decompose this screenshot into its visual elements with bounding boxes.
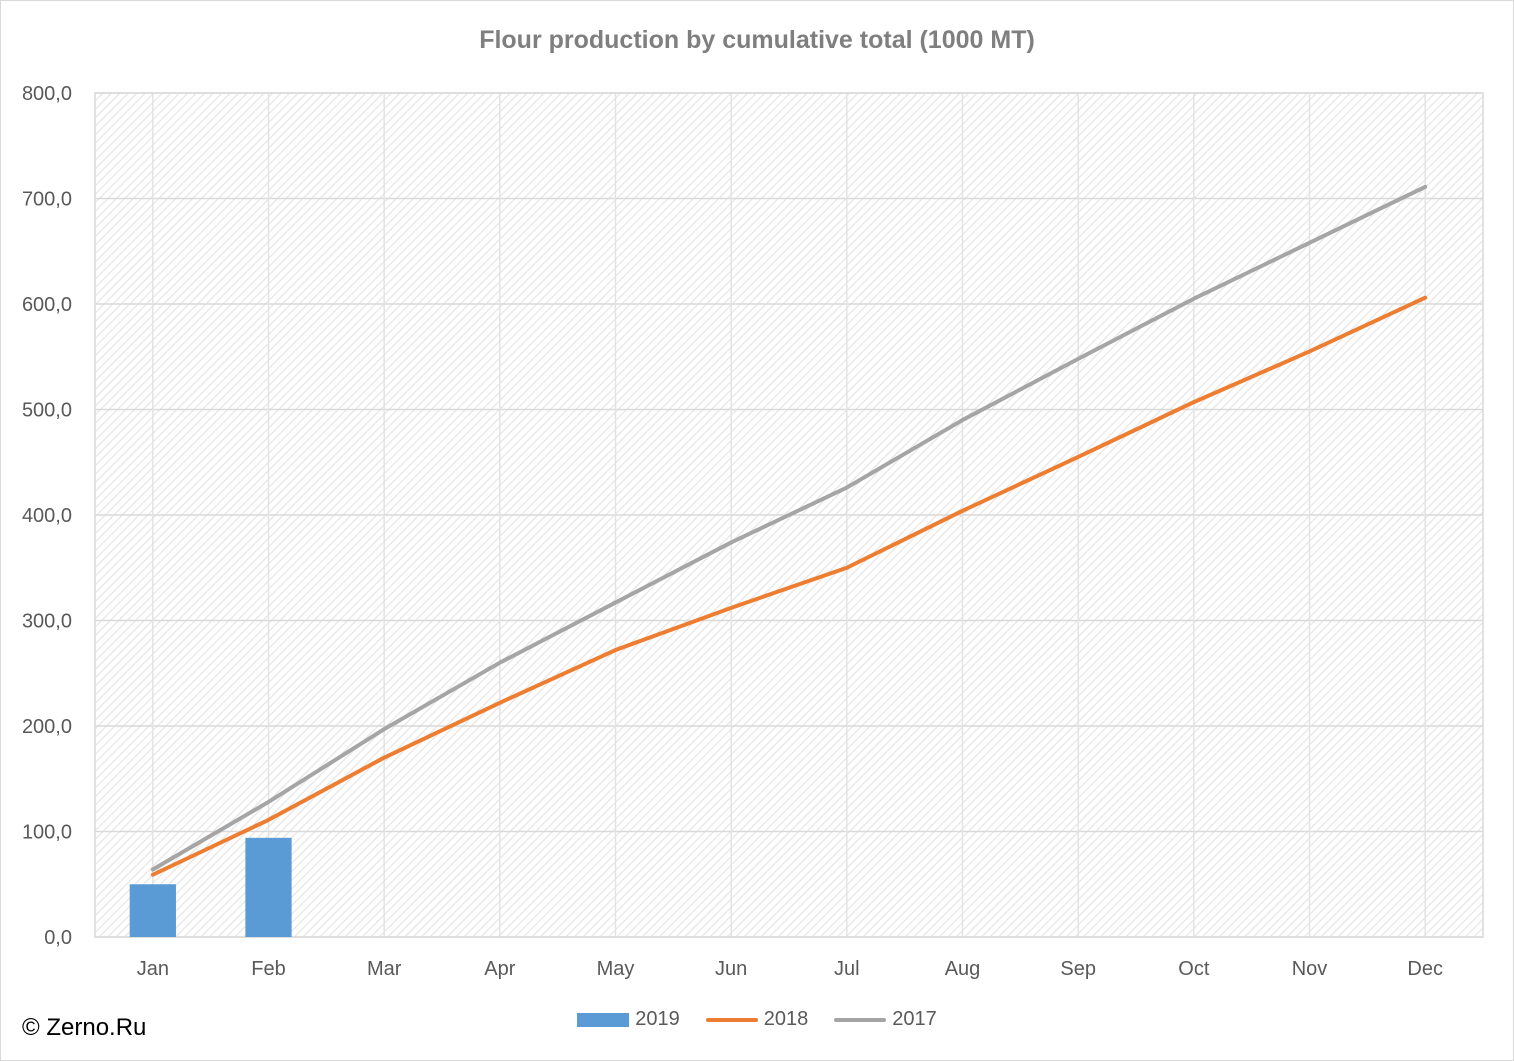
legend-item-2019: 2019 [577, 1008, 680, 1031]
x-axis-ticks: Jan Feb Mar Apr May Jun Jul Aug Sep Oct Nov Dec [137, 958, 1443, 980]
x-tick-label: May [597, 958, 635, 980]
legend-label-2018: 2018 [763, 1008, 809, 1030]
legend-label-2019: 2019 [635, 1008, 680, 1030]
legend: 2019 2018 2017 [0, 1008, 1514, 1031]
x-tick-label: Nov [1292, 958, 1328, 980]
legend-swatch-2017 [834, 1017, 887, 1022]
chart-title: Flour production by cumulative total (10… [479, 26, 1035, 54]
y-tick-label: 0,0 [44, 927, 72, 949]
legend-item-2017: 2017 [834, 1008, 937, 1031]
legend-swatch-2018 [705, 1017, 758, 1022]
gridlines [94, 92, 1484, 938]
x-tick-label: Feb [251, 958, 285, 980]
y-tick-label: 400,0 [22, 505, 72, 527]
x-tick-label: Apr [484, 958, 515, 980]
bar-2019 [245, 837, 292, 937]
y-tick-label: 600,0 [22, 294, 72, 316]
line-2017 [150, 184, 1428, 872]
legend-label-2017: 2017 [892, 1008, 937, 1030]
y-tick-label: 300,0 [22, 611, 72, 633]
y-tick-label: 500,0 [22, 400, 72, 422]
x-tick-label: Mar [367, 958, 402, 980]
legend-swatch-2019 [577, 1012, 630, 1027]
bar-series [129, 837, 292, 937]
watermark: © Zerno.Ru [22, 1014, 147, 1041]
y-tick-label: 800,0 [22, 83, 72, 105]
x-tick-label: Dec [1407, 958, 1443, 980]
x-tick-label: Aug [945, 958, 981, 980]
bar-2019 [129, 884, 176, 937]
legend-item-2018: 2018 [705, 1008, 809, 1031]
y-axis-ticks: 0,0 100,0 200,0 300,0 400,0 500,0 600,0 700,0 80… [22, 83, 72, 949]
x-tick-label: Sep [1060, 958, 1096, 980]
x-tick-label: Oct [1178, 958, 1210, 980]
x-tick-label: Jun [715, 958, 747, 980]
y-tick-label: 100,0 [22, 822, 72, 844]
y-tick-label: 200,0 [22, 716, 72, 738]
x-tick-label: Jul [834, 958, 860, 980]
line-series [150, 184, 1428, 877]
y-tick-label: 700,0 [22, 189, 72, 211]
plot-border [94, 92, 1484, 938]
line-2018 [150, 295, 1428, 877]
x-tick-label: Jan [137, 958, 169, 980]
